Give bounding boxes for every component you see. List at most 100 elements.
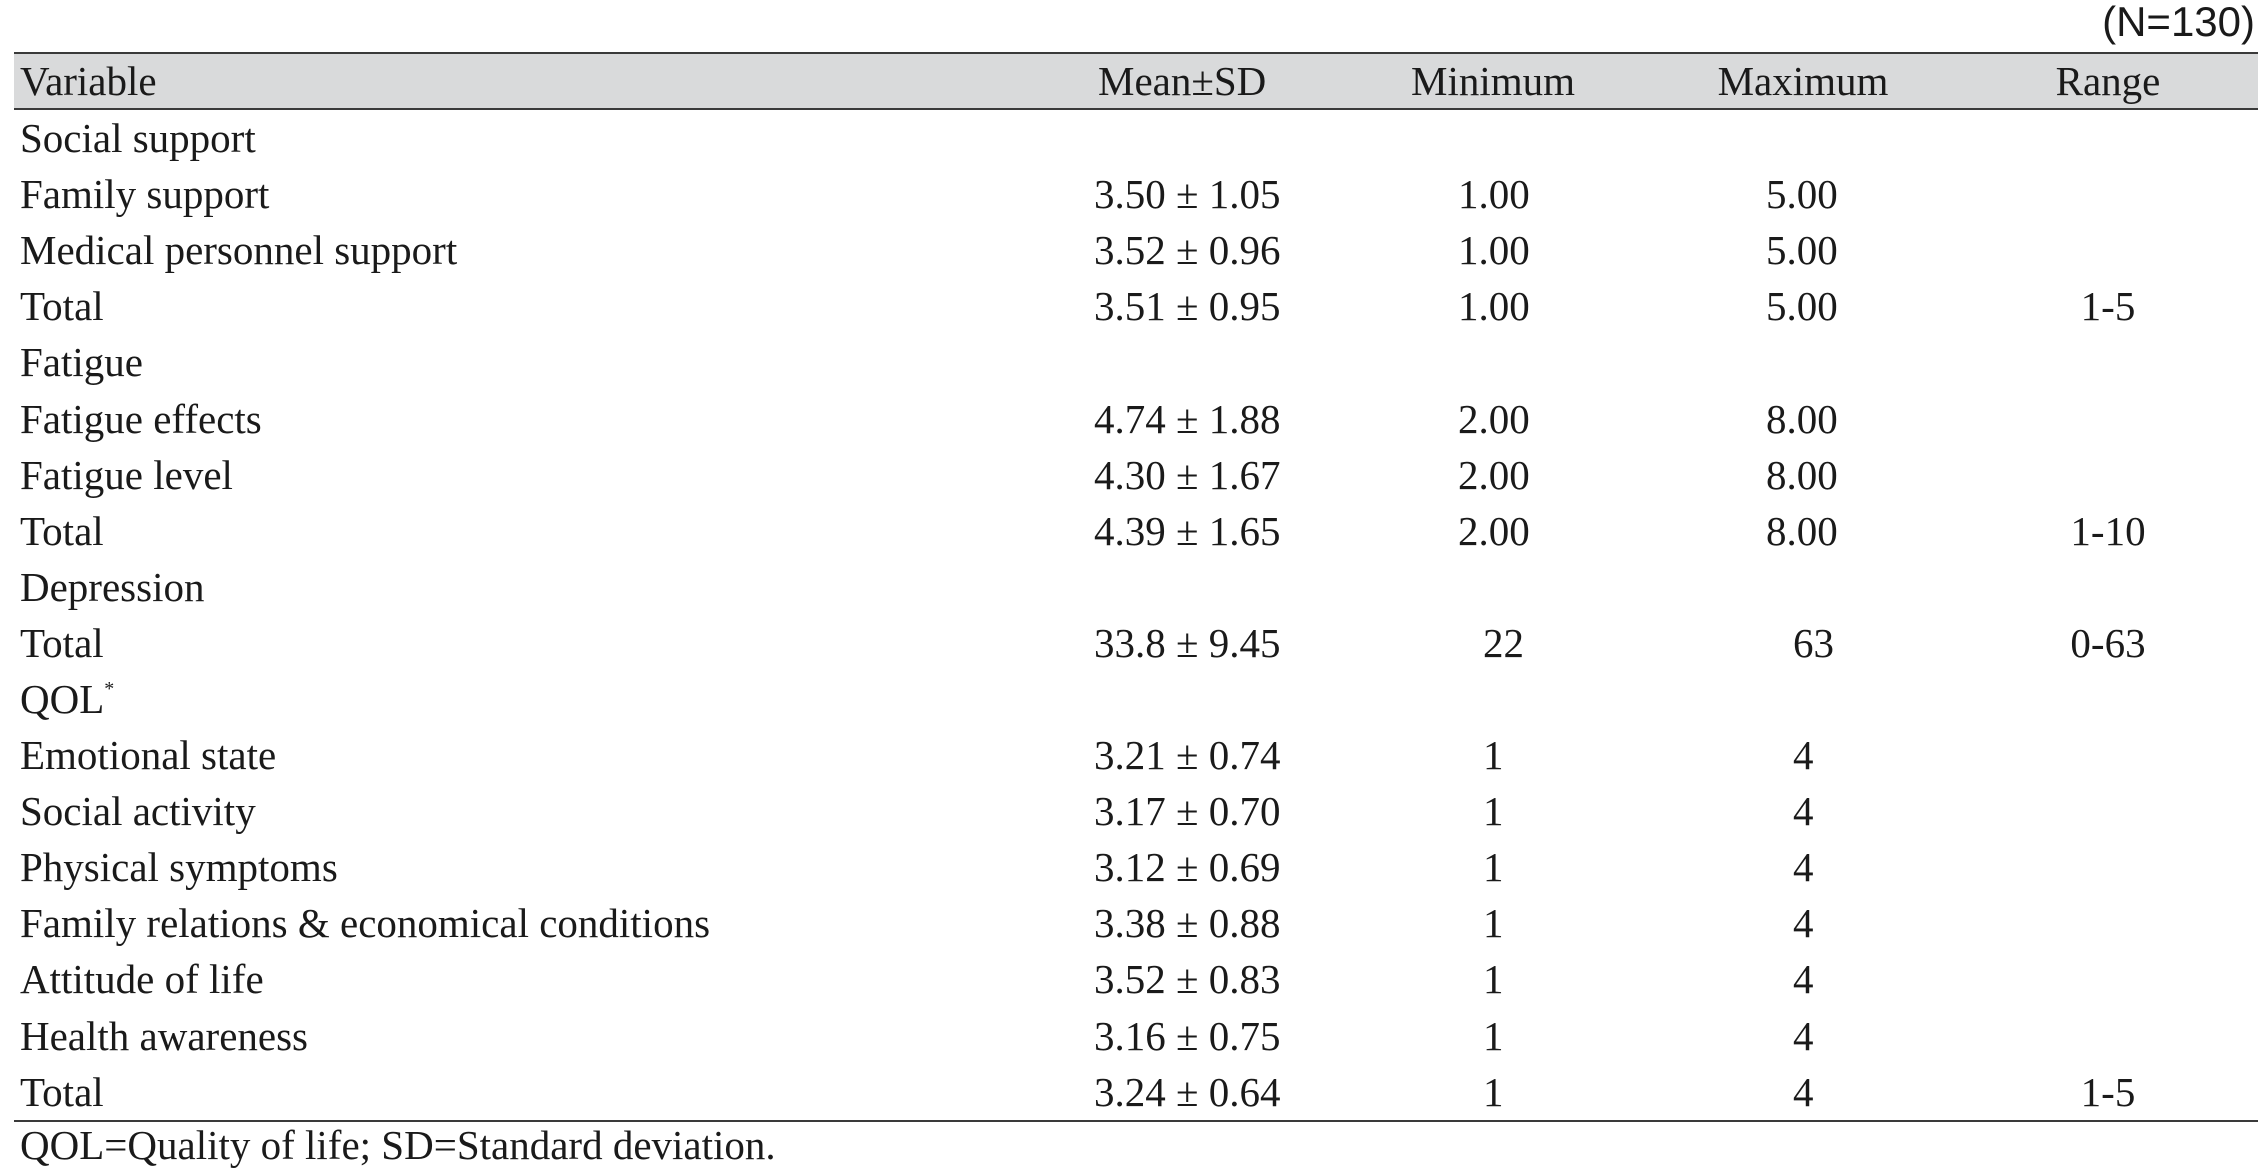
row-maximum: 4 bbox=[1648, 783, 1958, 839]
header-mean-sd: Mean±SD bbox=[1058, 52, 1338, 110]
row-range: 1-10 bbox=[1958, 503, 2258, 559]
row-minimum bbox=[1338, 671, 1648, 727]
row-minimum: 1 bbox=[1338, 951, 1648, 1007]
row-minimum: 2.00 bbox=[1338, 503, 1648, 559]
row-variable-text: Medical personnel support bbox=[20, 227, 458, 274]
row-minimum-text: 1 bbox=[1483, 1068, 1504, 1115]
row-variable: Fatigue effects bbox=[14, 390, 1058, 446]
row-maximum: 8.00 bbox=[1648, 503, 1958, 559]
row-minimum-text: 1 bbox=[1483, 900, 1504, 947]
row-minimum: 1 bbox=[1338, 839, 1648, 895]
row-range bbox=[1958, 839, 2258, 895]
row-mean-sd: 33.8 ± 9.45 bbox=[1058, 615, 1338, 671]
row-variable-text: QOL bbox=[20, 675, 105, 722]
row-range-text: 0-63 bbox=[2070, 619, 2146, 666]
row-mean-sd-text: 4.30 ± 1.67 bbox=[1094, 451, 1281, 498]
row-variable-text: Depression bbox=[20, 563, 205, 610]
row-range bbox=[1958, 783, 2258, 839]
row-minimum bbox=[1338, 334, 1648, 390]
row-variable: Family relations & economical conditions bbox=[14, 895, 1058, 951]
row-mean-sd-text: 4.74 ± 1.88 bbox=[1094, 395, 1281, 442]
row-minimum: 2.00 bbox=[1338, 390, 1648, 446]
row-variable: Social activity bbox=[14, 783, 1058, 839]
row-variable-text: Total bbox=[20, 1068, 104, 1115]
row-range bbox=[1958, 109, 2258, 166]
row-maximum-text: 8.00 bbox=[1766, 451, 1838, 498]
header-range: Range bbox=[1958, 52, 2258, 110]
row-maximum: 4 bbox=[1648, 727, 1958, 783]
row-mean-sd: 3.38 ± 0.88 bbox=[1058, 895, 1338, 951]
row-mean-sd-text: 4.39 ± 1.65 bbox=[1094, 507, 1281, 554]
row-variable: QOL* bbox=[14, 671, 1058, 727]
row-range-text: 1-10 bbox=[2070, 507, 2146, 554]
row-maximum: 4 bbox=[1648, 951, 1958, 1007]
row-range bbox=[1958, 166, 2258, 222]
row-minimum-text: 1 bbox=[1483, 956, 1504, 1003]
row-minimum-text: 1.00 bbox=[1458, 171, 1530, 218]
row-mean-sd: 4.74 ± 1.88 bbox=[1058, 390, 1338, 446]
row-maximum-text: 8.00 bbox=[1766, 507, 1838, 554]
row-variable-text: Attitude of life bbox=[20, 956, 264, 1003]
row-mean-sd bbox=[1058, 559, 1338, 615]
row-variable-text: Total bbox=[20, 283, 104, 330]
row-maximum-text: 4 bbox=[1793, 844, 1814, 891]
row-maximum: 4 bbox=[1648, 1063, 1958, 1122]
sample-size-label: (N=130) bbox=[2102, 0, 2255, 45]
row-range bbox=[1958, 671, 2258, 727]
row-maximum bbox=[1648, 109, 1958, 166]
table-row: Total 3.51 ± 0.95 1.00 5.00 1-5 bbox=[14, 278, 2258, 334]
row-range-text: 1-5 bbox=[2080, 1068, 2136, 1115]
table-body: Social support Family support 3.50 ± 1.05 1… bbox=[14, 109, 2258, 1122]
row-variable: Medical personnel support bbox=[14, 222, 1058, 278]
row-range bbox=[1958, 334, 2258, 390]
row-maximum-text: 5.00 bbox=[1766, 227, 1838, 274]
row-variable: Depression bbox=[14, 559, 1058, 615]
table-row: Total 4.39 ± 1.65 2.00 8.00 1-10 bbox=[14, 503, 2258, 559]
row-variable-text: Family relations & economical conditions bbox=[20, 900, 711, 947]
row-maximum-text: 4 bbox=[1793, 1012, 1814, 1059]
row-range bbox=[1958, 222, 2258, 278]
row-minimum-text: 1 bbox=[1483, 1012, 1504, 1059]
row-maximum: 4 bbox=[1648, 839, 1958, 895]
row-maximum: 4 bbox=[1648, 895, 1958, 951]
row-mean-sd bbox=[1058, 671, 1338, 727]
row-minimum bbox=[1338, 109, 1648, 166]
table-row: Total 33.8 ± 9.45 22 63 0-63 bbox=[14, 615, 2258, 671]
row-maximum: 8.00 bbox=[1648, 390, 1958, 446]
row-maximum-text: 4 bbox=[1793, 900, 1814, 947]
row-mean-sd: 3.24 ± 0.64 bbox=[1058, 1063, 1338, 1122]
table-row: Social support bbox=[14, 109, 2258, 166]
table-row: Physical symptoms 3.12 ± 0.69 1 4 bbox=[14, 839, 2258, 895]
row-variable: Fatigue level bbox=[14, 447, 1058, 503]
table-row: Fatigue level 4.30 ± 1.67 2.00 8.00 bbox=[14, 447, 2258, 503]
row-variable-text: Health awareness bbox=[20, 1012, 309, 1059]
row-range: 1-5 bbox=[1958, 278, 2258, 334]
row-mean-sd-text: 3.52 ± 0.83 bbox=[1094, 956, 1281, 1003]
row-maximum-text: 4 bbox=[1793, 732, 1814, 779]
row-maximum bbox=[1648, 671, 1958, 727]
row-variable: Social support bbox=[14, 109, 1058, 166]
row-minimum: 2.00 bbox=[1338, 447, 1648, 503]
row-minimum: 1 bbox=[1338, 783, 1648, 839]
row-range bbox=[1958, 951, 2258, 1007]
row-mean-sd: 3.50 ± 1.05 bbox=[1058, 166, 1338, 222]
row-minimum-text: 2.00 bbox=[1458, 507, 1530, 554]
row-variable-text: Fatigue bbox=[20, 339, 143, 386]
row-minimum: 1 bbox=[1338, 1063, 1648, 1122]
row-minimum-text: 22 bbox=[1483, 619, 1524, 666]
table-header: Variable Mean±SD Minimum Maximum Range bbox=[14, 52, 2258, 110]
row-minimum-text: 1.00 bbox=[1458, 283, 1530, 330]
row-range-text: 1-5 bbox=[2080, 283, 2136, 330]
row-variable-text: Fatigue effects bbox=[20, 395, 262, 442]
header-row: Variable Mean±SD Minimum Maximum Range bbox=[14, 52, 2258, 110]
row-minimum: 1 bbox=[1338, 1008, 1648, 1064]
row-range bbox=[1958, 390, 2258, 446]
row-minimum: 1 bbox=[1338, 727, 1648, 783]
data-table: Variable Mean±SD Minimum Maximum Range S… bbox=[14, 52, 2258, 1122]
row-variable: Attitude of life bbox=[14, 951, 1058, 1007]
row-mean-sd: 3.51 ± 0.95 bbox=[1058, 278, 1338, 334]
row-range bbox=[1958, 559, 2258, 615]
row-variable: Fatigue bbox=[14, 334, 1058, 390]
row-mean-sd-text: 3.50 ± 1.05 bbox=[1094, 171, 1281, 218]
row-mean-sd: 3.17 ± 0.70 bbox=[1058, 783, 1338, 839]
